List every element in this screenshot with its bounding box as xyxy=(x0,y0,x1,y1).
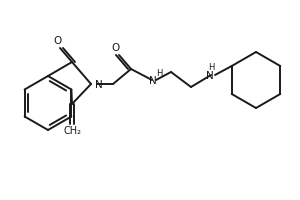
Text: N: N xyxy=(206,71,214,81)
Text: O: O xyxy=(54,36,62,46)
Text: H: H xyxy=(208,62,214,72)
Text: CH₂: CH₂ xyxy=(63,126,81,136)
Text: H: H xyxy=(156,68,162,77)
Text: N: N xyxy=(149,76,157,86)
Text: O: O xyxy=(111,43,119,53)
Text: N: N xyxy=(95,80,103,90)
